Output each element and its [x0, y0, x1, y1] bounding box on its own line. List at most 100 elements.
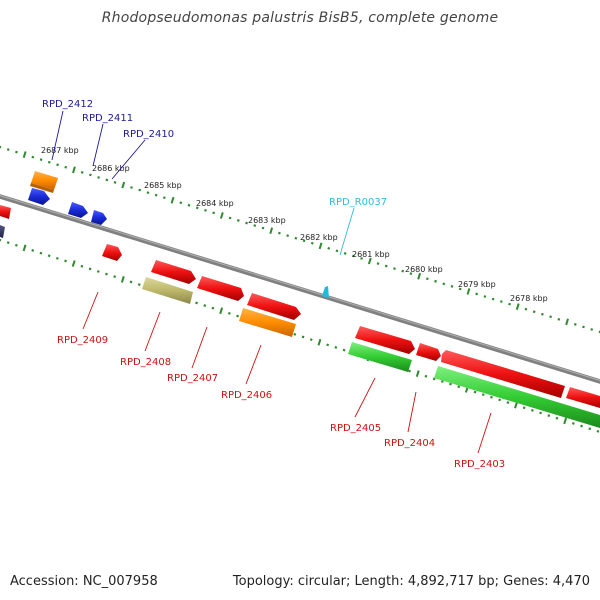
label-leaders — [51, 110, 492, 454]
scale-major-tick — [563, 417, 568, 425]
scale-minor-tick — [64, 259, 67, 263]
scale-minor-tick — [506, 401, 510, 404]
scale-minor-tick — [326, 343, 330, 347]
accession-text: Accession: NC_007958 — [10, 574, 158, 589]
scale-minor-tick — [31, 249, 35, 252]
scale-minor-tick — [573, 322, 577, 326]
gene-arrow[interactable] — [441, 350, 565, 398]
scale-minor-tick — [473, 390, 477, 394]
leader-line — [245, 344, 262, 385]
scale-minor-tick — [113, 275, 117, 279]
scale-minor-tick — [342, 348, 346, 352]
scale-minor-tick — [596, 429, 600, 433]
gene-arrow[interactable] — [68, 202, 88, 218]
scale-track-upper — [0, 145, 600, 334]
gene-label: RPD_2409 — [57, 335, 108, 346]
scale-minor-tick — [457, 385, 461, 389]
gene-arrow[interactable] — [0, 205, 11, 219]
scale-minor-tick — [481, 393, 485, 397]
scale-minor-tick — [211, 306, 215, 310]
scale-minor-tick — [524, 307, 528, 311]
scale-minor-tick — [409, 272, 413, 276]
scale-minor-tick — [278, 231, 281, 235]
gene-arrow[interactable] — [197, 276, 244, 301]
scale-minor-tick — [47, 160, 51, 164]
scale-minor-tick — [499, 300, 503, 303]
scale-minor-tick — [483, 295, 487, 298]
scale-major-tick — [515, 303, 520, 310]
scale-minor-tick — [424, 374, 428, 378]
gene-arrow[interactable] — [28, 188, 50, 205]
gene-label: RPD_2403 — [454, 459, 505, 470]
gene-arrow[interactable] — [151, 260, 196, 284]
gene-arrow[interactable] — [102, 244, 122, 261]
scale-minor-tick — [360, 257, 363, 260]
scale-minor-tick — [39, 158, 43, 162]
scale-minor-tick — [80, 264, 84, 268]
scale-minor-tick — [195, 206, 199, 210]
scale-minor-tick — [301, 335, 305, 339]
map-title: Rhodopseudomonas palustris BisB5, comple… — [101, 10, 499, 26]
scale-minor-tick — [179, 201, 183, 205]
scale-minor-tick — [590, 328, 594, 331]
scale-minor-tick — [236, 219, 240, 222]
gene-arrow[interactable] — [91, 210, 107, 225]
gene-arrow[interactable] — [355, 326, 415, 354]
scale-minor-tick — [105, 272, 108, 276]
scale-minor-tick — [293, 332, 297, 336]
scale-minor-tick — [97, 176, 100, 179]
scale-minor-tick — [129, 280, 133, 284]
scale-minor-tick — [294, 236, 298, 240]
scale-minor-tick — [6, 241, 10, 245]
scale-minor-tick — [571, 422, 575, 425]
scale-minor-tick — [376, 262, 380, 265]
scale-minor-tick — [343, 252, 347, 255]
scale-minor-tick — [89, 173, 92, 177]
scale-label: 2685 kbp — [144, 181, 182, 190]
scale-minor-tick — [212, 211, 216, 215]
scale-minor-tick — [508, 302, 511, 306]
scale-minor-tick — [440, 380, 444, 383]
gene-arrow[interactable] — [142, 277, 193, 304]
scale-major-tick — [269, 227, 274, 234]
scale-minor-tick — [154, 193, 158, 197]
scale-major-tick — [318, 242, 323, 250]
scale-minor-tick — [88, 267, 92, 271]
scale-minor-tick — [588, 427, 592, 431]
scale-minor-tick — [130, 186, 133, 189]
scale-minor-tick — [187, 203, 191, 207]
scale-minor-tick — [532, 310, 536, 314]
scale-minor-tick — [547, 414, 551, 418]
leader-line — [477, 412, 492, 454]
scale-minor-tick — [432, 377, 436, 381]
scale-minor-tick — [309, 338, 313, 341]
gene-label: RPD_2407 — [167, 373, 218, 384]
leader-line — [51, 110, 64, 161]
gene-arrow[interactable] — [239, 308, 296, 337]
scale-minor-tick — [549, 315, 552, 319]
gene-arrow[interactable] — [566, 387, 600, 408]
scale-minor-tick — [195, 301, 198, 305]
leader-line — [354, 377, 376, 418]
gene-arrow[interactable] — [434, 366, 600, 428]
gene-arrow[interactable] — [247, 293, 301, 320]
gene-label: RPD_2406 — [221, 390, 272, 401]
leader-line — [111, 139, 146, 180]
gene-arrow[interactable] — [348, 342, 412, 372]
scale-minor-tick — [14, 243, 18, 247]
scale-minor-tick — [39, 251, 43, 255]
scale-minor-tick — [138, 188, 142, 192]
leader-line — [407, 391, 417, 433]
gene-arrow[interactable] — [31, 171, 58, 190]
genome-backbone-highlight — [0, 195, 600, 381]
gene-arrow[interactable] — [0, 225, 5, 238]
gene-arrow[interactable] — [322, 286, 329, 298]
genome-backbone — [0, 194, 600, 384]
scale-minor-tick — [204, 208, 207, 212]
scale-minor-tick — [261, 226, 265, 230]
scale-major-tick — [466, 288, 471, 295]
gene-arrow[interactable] — [416, 343, 441, 361]
scale-minor-tick — [55, 256, 59, 260]
scale-major-tick — [219, 212, 224, 219]
